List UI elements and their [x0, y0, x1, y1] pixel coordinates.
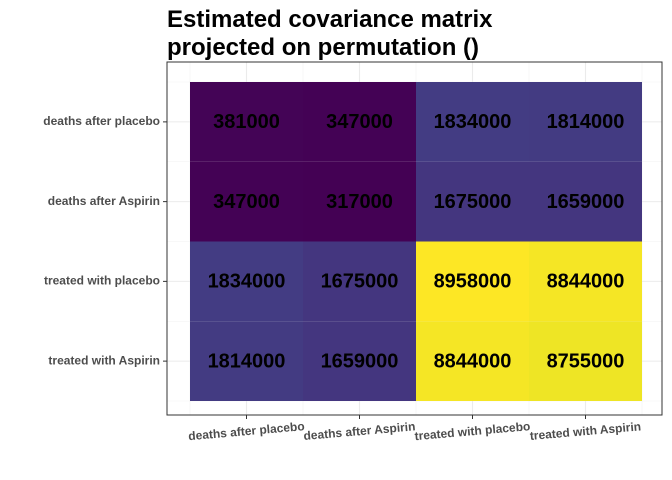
heatmap-cell	[303, 161, 416, 242]
heatmap-cell	[416, 321, 529, 401]
y-tick-label: deaths after Aspirin	[48, 194, 160, 208]
heatmap-cell	[303, 321, 416, 401]
cell-label: 8844000	[547, 271, 625, 293]
heatmap-cell	[416, 82, 529, 162]
cell-label: 1675000	[321, 271, 399, 293]
cell-label: 347000	[213, 191, 280, 213]
cell-label: 1659000	[321, 350, 399, 372]
heatmap-cell	[190, 82, 303, 162]
heatmap-cell	[529, 321, 642, 401]
heatmap-cell	[416, 241, 529, 322]
x-tick-label: deaths after Aspirin	[303, 419, 416, 443]
y-tick-label: deaths after placebo	[43, 114, 160, 128]
cell-label: 1814000	[208, 350, 286, 372]
heatmap-cell	[190, 241, 303, 322]
y-tick-label: treated with Aspirin	[48, 353, 160, 367]
cell-label: 381000	[213, 111, 280, 133]
heatmap-cell	[529, 241, 642, 322]
cell-label: 1814000	[547, 111, 625, 133]
cell-label: 317000	[326, 191, 393, 213]
x-tick-label: treated with Aspirin	[529, 419, 641, 443]
cell-label: 8844000	[434, 350, 512, 372]
heatmap-cell	[529, 161, 642, 242]
cell-label: 1834000	[434, 111, 512, 133]
heatmap-cell	[303, 82, 416, 162]
cell-label: 1659000	[547, 191, 625, 213]
cell-label: 1834000	[208, 271, 286, 293]
x-tick-label: treated with placebo	[414, 419, 531, 443]
heatmap-cell	[416, 161, 529, 242]
cell-label: 8755000	[547, 350, 625, 372]
cell-label: 347000	[326, 111, 393, 133]
panel-border	[166, 61, 663, 416]
heatmap-cell	[190, 161, 303, 242]
x-tick-label: deaths after placebo	[188, 419, 305, 443]
chart-title: Estimated covariance matrix	[167, 6, 493, 33]
cell-label: 1675000	[434, 191, 512, 213]
cell-label: 8958000	[434, 271, 512, 293]
heatmap-cell	[303, 241, 416, 322]
heatmap-cell	[190, 321, 303, 401]
y-tick-label: treated with placebo	[44, 274, 160, 288]
heatmap-cell	[529, 82, 642, 162]
chart-title: projected on permutation ()	[167, 34, 479, 61]
